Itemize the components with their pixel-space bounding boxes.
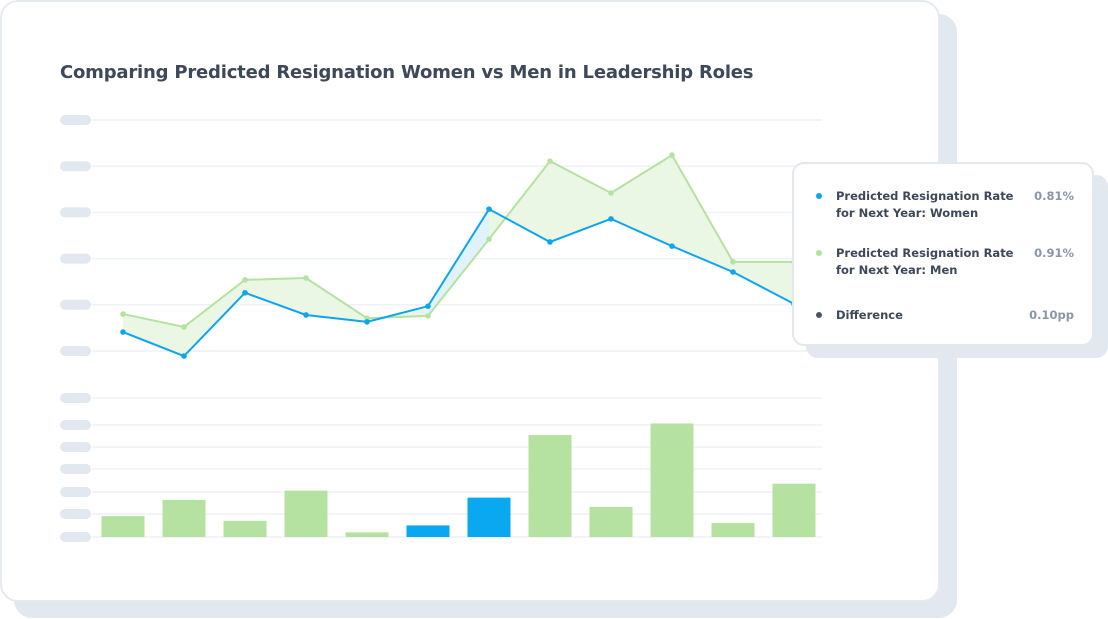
- tooltip: Predicted Resignation Rate for Next Year…: [792, 162, 1094, 346]
- tooltip-row-women: Predicted Resignation Rate for Next Year…: [816, 188, 1074, 222]
- tooltip-value: 0.81%: [1034, 189, 1074, 203]
- bar: [528, 435, 572, 537]
- women-point: [669, 243, 675, 249]
- y-axis-label-placeholder: [60, 299, 91, 310]
- bar: [711, 523, 755, 537]
- bar: [162, 499, 206, 537]
- bar: [467, 497, 511, 537]
- chart-title: Comparing Predicted Resignation Women vs…: [60, 62, 754, 83]
- y-axis-label-placeholder: [60, 464, 91, 474]
- women-point: [547, 239, 553, 245]
- tooltip-value: 0.91%: [1034, 246, 1074, 260]
- y-axis-label-placeholder: [60, 346, 91, 356]
- men-point: [547, 158, 553, 164]
- y-axis-label-placeholder: [60, 253, 91, 264]
- men-point: [669, 152, 675, 158]
- men-point: [425, 313, 431, 319]
- women-point: [303, 312, 309, 318]
- men-point: [181, 324, 187, 330]
- difference-area: [184, 279, 245, 357]
- men-line: [122, 153, 794, 329]
- women-point: [425, 303, 431, 309]
- difference-area: [428, 209, 489, 316]
- bar: [406, 525, 450, 537]
- women-line: [122, 207, 795, 358]
- tooltip-value: 0.10pp: [1029, 308, 1074, 322]
- women-point: [486, 206, 492, 212]
- y-axis-label-placeholder: [60, 207, 91, 218]
- women-point: [608, 216, 614, 222]
- difference-area: [733, 261, 794, 304]
- y-axis-label-placeholder: [60, 487, 91, 497]
- men-point: [303, 275, 309, 281]
- y-axis-label-placeholder: [60, 115, 91, 125]
- tooltip-label: Predicted Resignation Rate for Next Year…: [836, 189, 1014, 220]
- bar: [650, 423, 694, 537]
- y-axis-label-placeholder: [60, 442, 91, 452]
- men-point: [730, 259, 736, 265]
- men-point: [242, 277, 248, 283]
- bar: [101, 516, 145, 537]
- y-axis-label-placeholder: [60, 393, 91, 403]
- y-axis-label-placeholder: [60, 420, 91, 430]
- women-point: [364, 319, 370, 325]
- y-axis-label-placeholder: [60, 161, 91, 172]
- bar: [772, 483, 816, 537]
- tooltip-label: Difference: [836, 308, 903, 322]
- difference-dot-icon: [816, 312, 822, 318]
- women-point: [242, 289, 248, 296]
- bar: [589, 506, 633, 537]
- women-point: [120, 329, 126, 335]
- difference-area: [611, 155, 672, 247]
- tooltip-label: Predicted Resignation Rate for Next Year…: [836, 246, 1014, 277]
- women-dot-icon: [816, 193, 822, 199]
- tooltip-row-men: Predicted Resignation Rate for Next Year…: [816, 245, 1074, 279]
- men-dot-icon: [816, 250, 822, 256]
- y-axis-label-placeholder: [60, 509, 91, 519]
- men-point: [486, 236, 492, 242]
- men-point: [608, 190, 614, 196]
- bar: [284, 490, 328, 537]
- difference-area: [672, 155, 733, 272]
- difference-area: [550, 161, 611, 242]
- bar: [345, 532, 389, 537]
- women-point: [730, 269, 736, 275]
- women-point: [181, 353, 187, 359]
- tooltip-row-difference: Difference 0.10pp: [816, 307, 1074, 324]
- men-point: [120, 311, 126, 317]
- bar: [223, 520, 267, 537]
- difference-area: [245, 278, 306, 315]
- y-axis-label-placeholder: [60, 532, 91, 542]
